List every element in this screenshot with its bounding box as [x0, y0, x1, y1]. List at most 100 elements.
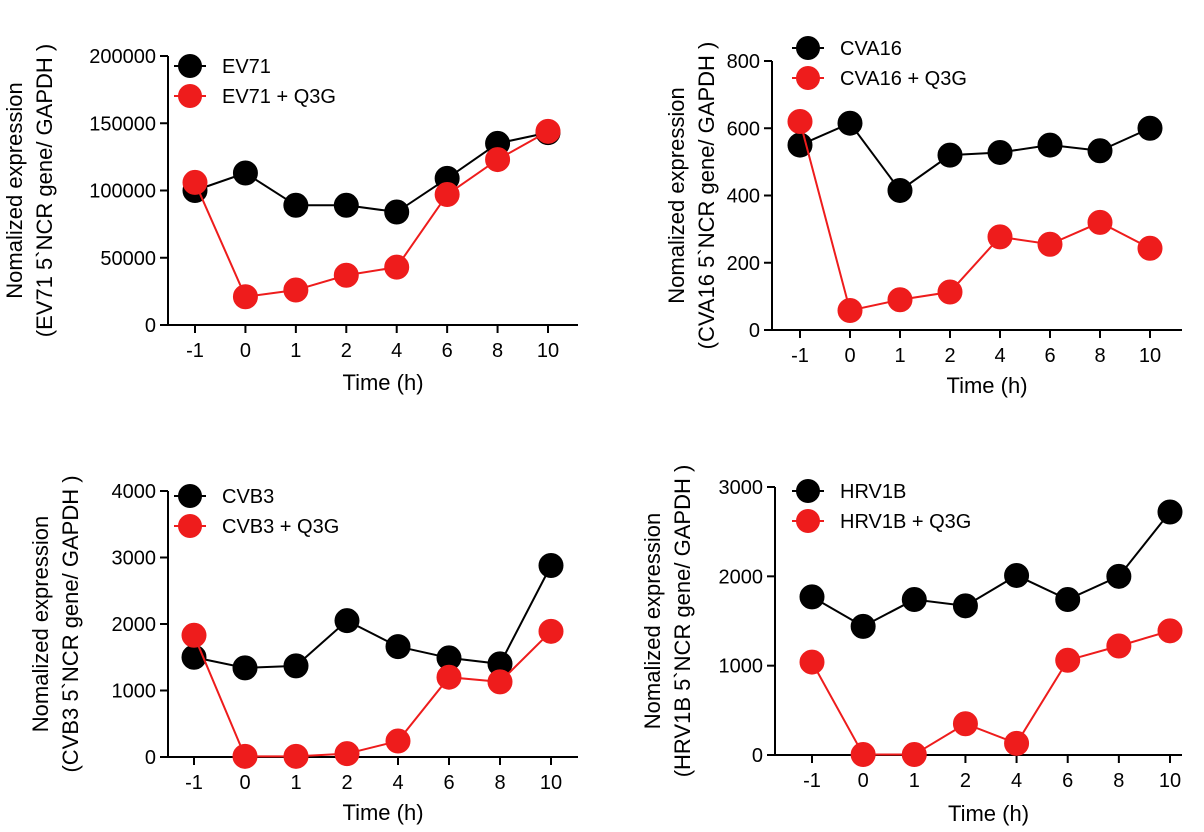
x-tick-label: 4 — [994, 345, 1005, 367]
x-tick-label: -1 — [803, 770, 821, 792]
series-2 — [182, 118, 561, 310]
data-point — [987, 224, 1013, 250]
data-point — [1037, 132, 1063, 158]
data-point — [384, 199, 410, 225]
data-point — [232, 284, 258, 310]
x-tick-label: -1 — [186, 340, 204, 362]
data-point — [1037, 231, 1063, 257]
data-point — [1087, 209, 1113, 235]
x-tick-label: 4 — [391, 340, 402, 362]
data-point — [334, 741, 360, 767]
y-axis-label-line-2: (HRV1B 5`NCR gene/ GAPDH ) — [670, 465, 695, 778]
data-point — [937, 279, 963, 305]
y-tick-label: 3000 — [112, 548, 157, 570]
y-tick-label: 200 — [727, 253, 760, 275]
legend-label: CVA16 + Q3G — [840, 68, 967, 90]
series-1 — [182, 120, 561, 225]
chart-2: 0 200 400 600 800 -1 0 1 2 4 6 8 10 Time (h) Nomalized… — [664, 36, 1182, 398]
legend-marker — [796, 36, 820, 60]
data-point — [384, 254, 410, 280]
data-point — [385, 728, 411, 754]
x-axis-label: Time (h) — [342, 800, 423, 825]
y-tick-label: 2000 — [112, 614, 157, 636]
x-tick-label: 0 — [844, 345, 855, 367]
data-point — [1137, 115, 1163, 141]
legend-label: HRV1B — [840, 481, 906, 503]
y-tick-label: 4000 — [112, 481, 157, 503]
data-point — [987, 139, 1013, 165]
legend-label: CVB3 + Q3G — [222, 516, 339, 538]
x-tick-label: 0 — [858, 770, 869, 792]
x-tick-label: -1 — [791, 345, 809, 367]
legend-marker — [178, 54, 202, 78]
y-axis-label-line-2: (EV71 5`NCR gene/ GAPDH ) — [32, 44, 57, 337]
y-tick-label: 800 — [727, 51, 760, 73]
x-tick-label: -1 — [185, 772, 203, 794]
y-tick-label: 2000 — [719, 566, 764, 588]
x-tick-label: 6 — [442, 340, 453, 362]
legend-label: CVB3 — [222, 486, 274, 508]
data-point — [182, 169, 208, 195]
x-tick-label: 10 — [540, 772, 562, 794]
x-tick-label: 6 — [1062, 770, 1073, 792]
x-axis-label: Time (h) — [946, 373, 1027, 398]
x-tick-label: 10 — [537, 340, 559, 362]
y-tick-label: 100000 — [89, 181, 156, 203]
data-point — [535, 118, 561, 144]
data-point — [901, 742, 927, 768]
series-1 — [181, 552, 564, 681]
data-point — [937, 142, 963, 168]
data-point — [436, 664, 462, 690]
x-tick-label: 8 — [494, 772, 505, 794]
y-tick-label: 0 — [749, 320, 760, 342]
legend-marker — [796, 479, 820, 503]
y-axis-label-line-1: Nomalized expression — [664, 87, 689, 303]
x-tick-label: 4 — [1011, 770, 1022, 792]
data-point — [283, 192, 309, 218]
data-point — [385, 634, 411, 660]
data-point — [799, 649, 825, 675]
y-axis-label-line-2: (CVA16 5`NCR gene/ GAPDH ) — [694, 42, 719, 350]
y-axis-label-line-2: (CVB3 5`NCR gene/ GAPDH ) — [58, 475, 83, 772]
x-tick-label: 8 — [1094, 345, 1105, 367]
data-point — [333, 262, 359, 288]
x-axis-label: Time (h) — [342, 370, 423, 395]
data-point — [887, 177, 913, 203]
y-tick-label: 0 — [752, 745, 763, 767]
legend-marker — [178, 484, 202, 508]
legend-label: CVA16 — [840, 38, 902, 60]
y-tick-label: 600 — [727, 118, 760, 140]
data-point — [837, 110, 863, 136]
series-1 — [787, 110, 1163, 203]
data-point — [1157, 618, 1183, 644]
x-tick-label: 1 — [909, 770, 920, 792]
x-tick-label: 6 — [443, 772, 454, 794]
data-point — [1106, 563, 1132, 589]
legend-label: EV71 — [222, 56, 271, 78]
y-tick-label: 400 — [727, 186, 760, 208]
data-point — [283, 277, 309, 303]
x-tick-label: 1 — [894, 345, 905, 367]
y-tick-label: 50000 — [100, 248, 156, 270]
series-2 — [181, 618, 564, 769]
data-point — [1004, 730, 1030, 756]
legend-marker — [796, 66, 820, 90]
data-point — [1004, 562, 1030, 588]
data-point — [1137, 235, 1163, 261]
data-point — [1106, 633, 1132, 659]
data-point — [837, 297, 863, 323]
y-tick-label: 1000 — [112, 681, 157, 703]
data-point — [485, 147, 511, 173]
data-point — [232, 655, 258, 681]
x-axis-label: Time (h) — [948, 801, 1029, 826]
y-tick-label: 150000 — [89, 113, 156, 135]
y-tick-label: 1000 — [719, 656, 764, 678]
x-tick-label: 2 — [341, 772, 352, 794]
x-tick-label: 1 — [290, 772, 301, 794]
data-point — [901, 587, 927, 613]
data-point — [232, 160, 258, 186]
x-tick-label: 8 — [1113, 770, 1124, 792]
x-tick-label: 2 — [944, 345, 955, 367]
legend-label: EV71 + Q3G — [222, 86, 336, 108]
